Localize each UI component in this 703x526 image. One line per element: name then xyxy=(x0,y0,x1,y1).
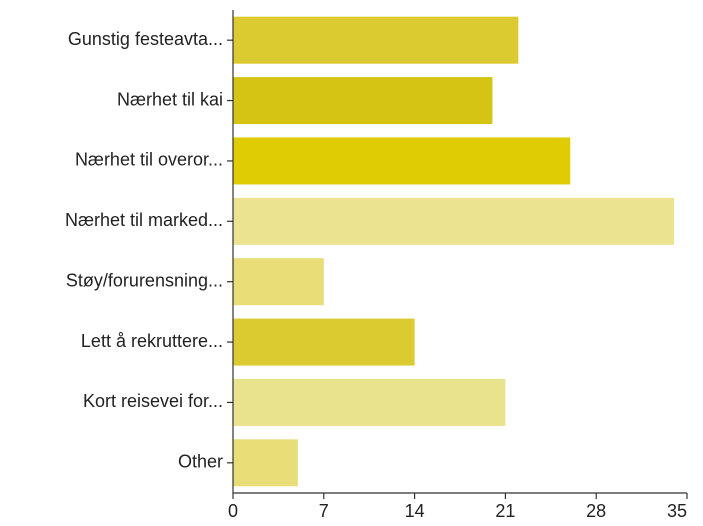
category-label: Støy/forurensning... xyxy=(66,270,223,290)
x-tick-label: 0 xyxy=(228,501,238,521)
bar xyxy=(233,137,570,184)
bar xyxy=(233,198,674,245)
category-label: Nærhet til overor... xyxy=(75,150,223,170)
x-tick-label: 14 xyxy=(405,501,425,521)
category-label: Kort reisevei for... xyxy=(83,391,223,411)
bar xyxy=(233,379,505,426)
bar xyxy=(233,258,324,305)
category-labels: Gunstig festeavta... Nærhet til kai Nærhet… xyxy=(65,29,233,472)
x-tick-label: 7 xyxy=(319,501,329,521)
bar xyxy=(233,77,492,124)
x-tick-label: 35 xyxy=(667,501,687,521)
bars xyxy=(233,17,674,487)
bar xyxy=(233,319,415,366)
category-label: Lett å rekruttere... xyxy=(81,331,223,351)
x-tick-label: 21 xyxy=(495,501,515,521)
category-label: Gunstig festeavta... xyxy=(68,29,223,49)
x-tick-label: 28 xyxy=(586,501,606,521)
category-label: Nærhet til marked... xyxy=(65,210,223,230)
bar xyxy=(233,439,298,486)
category-label: Nærhet til kai xyxy=(117,89,223,109)
x-axis-ticks: 0 7 14 21 28 35 xyxy=(228,493,687,521)
bar xyxy=(233,17,518,64)
category-label: Other xyxy=(178,452,223,472)
